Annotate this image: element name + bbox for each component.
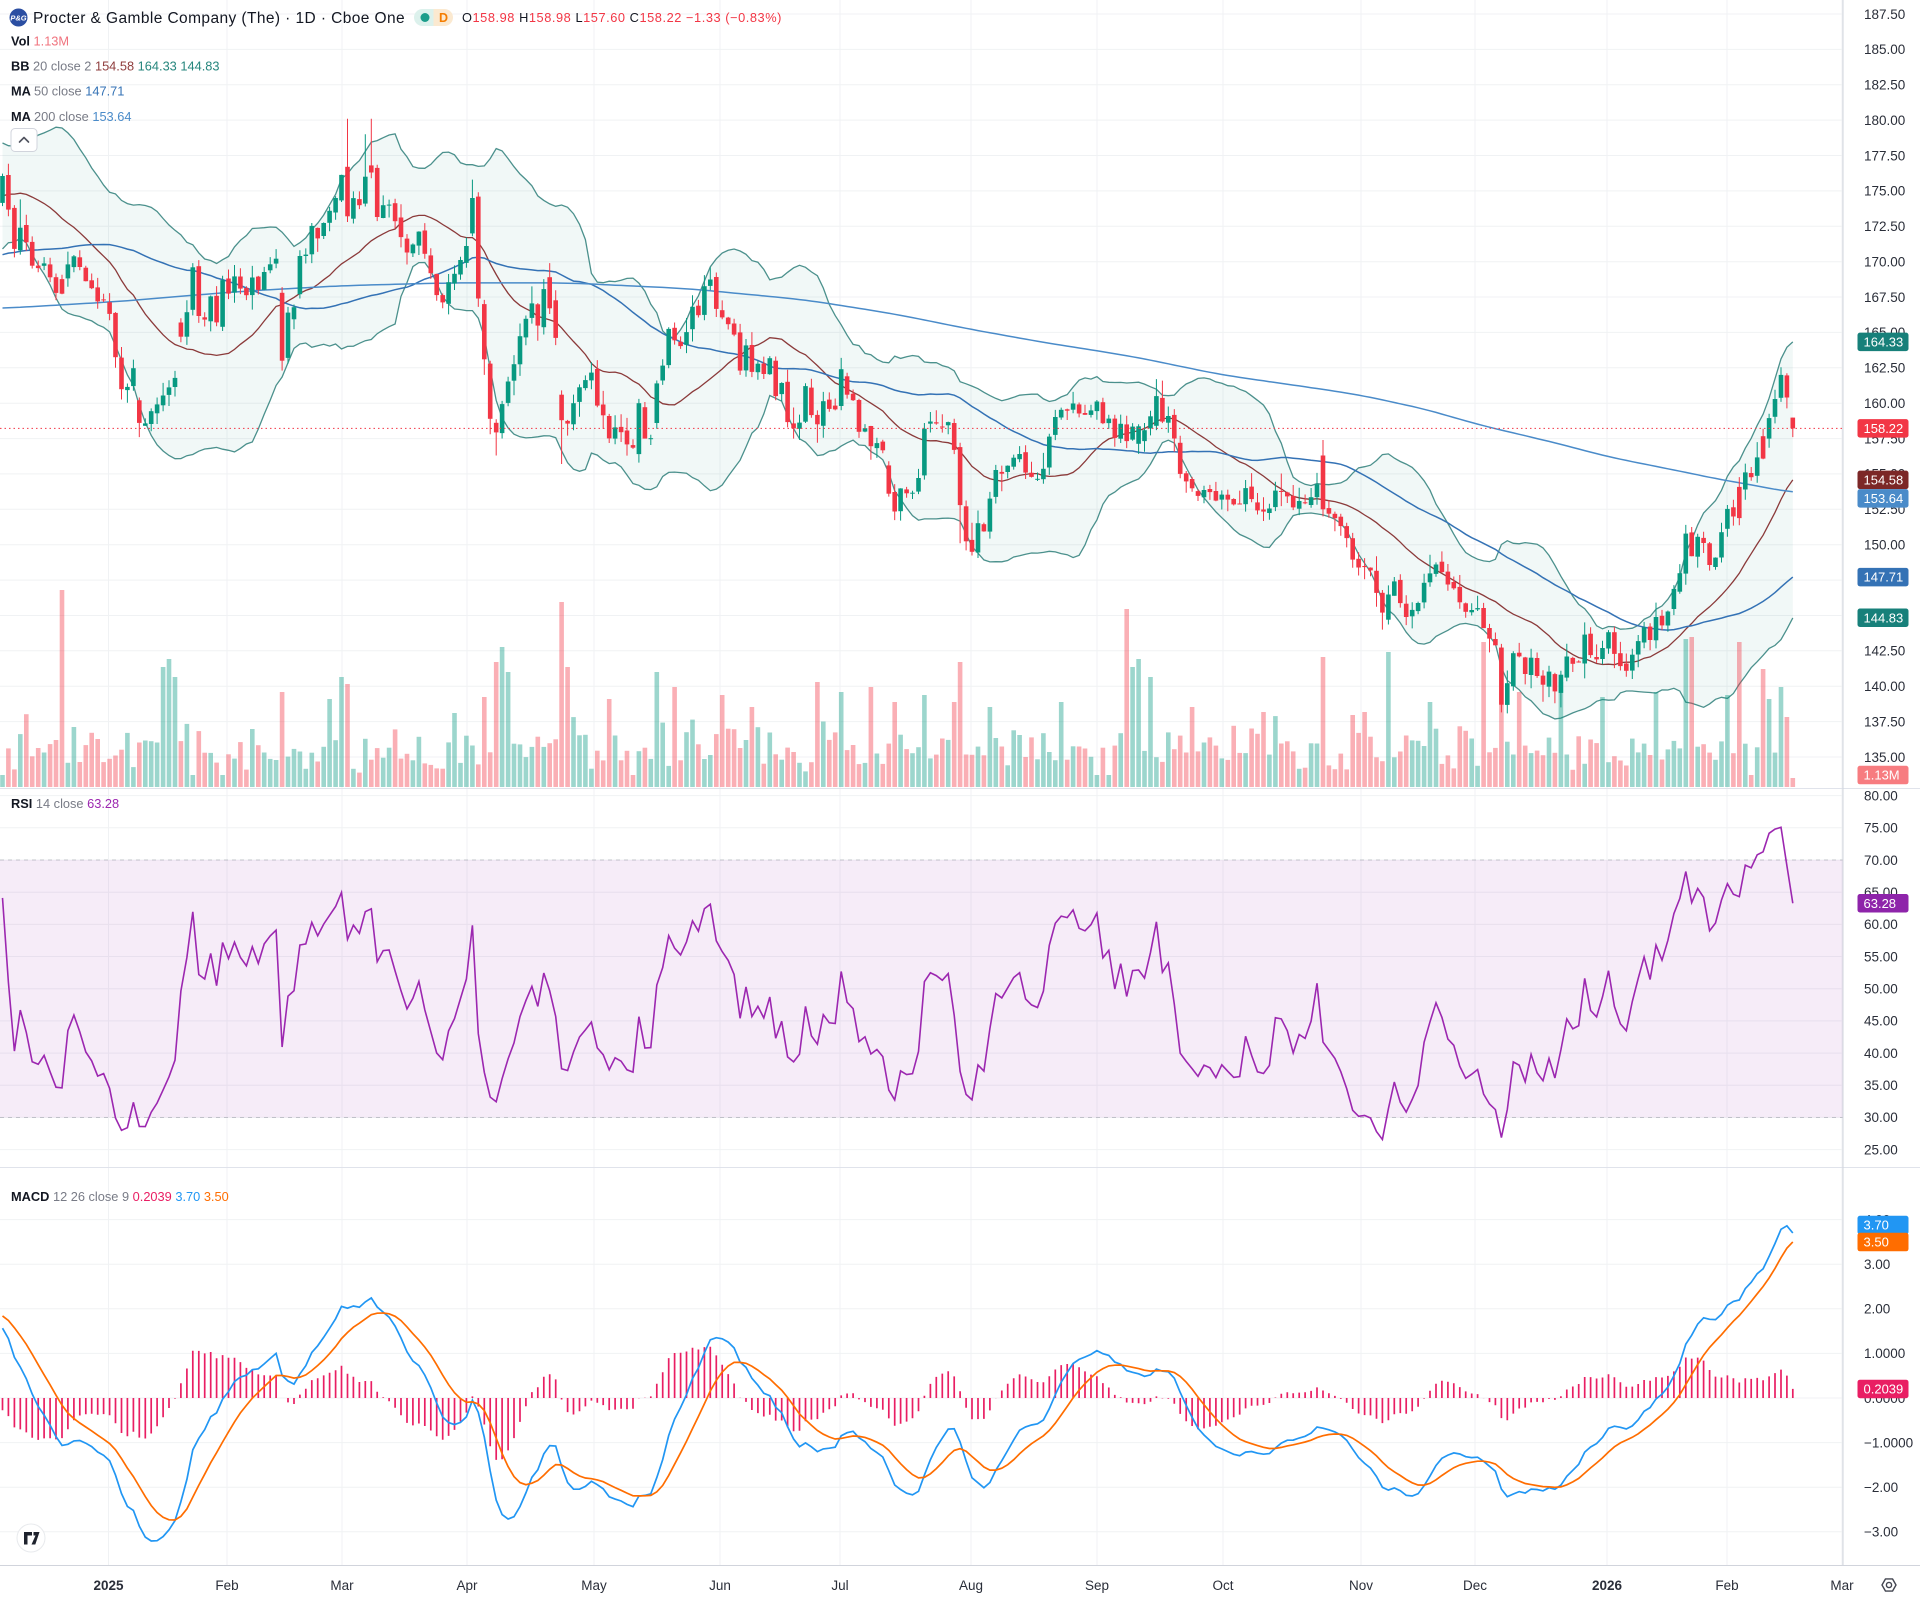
svg-text:Feb: Feb bbox=[215, 1578, 238, 1593]
svg-text:158.22: 158.22 bbox=[1864, 421, 1904, 436]
svg-text:177.50: 177.50 bbox=[1864, 148, 1905, 163]
svg-text:MACD 12 26 close 9 0.2039 3.7: MACD 12 26 close 9 0.2039 3.70 3.50 bbox=[11, 1189, 229, 1204]
svg-text:185.00: 185.00 bbox=[1864, 42, 1905, 57]
svg-text:MA 200 close 153.64: MA 200 close 153.64 bbox=[11, 109, 131, 124]
svg-text:35.00: 35.00 bbox=[1864, 1078, 1898, 1093]
svg-text:150.00: 150.00 bbox=[1864, 538, 1905, 553]
svg-text:75.00: 75.00 bbox=[1864, 821, 1898, 836]
svg-text:63.28: 63.28 bbox=[1864, 896, 1897, 911]
svg-text:Apr: Apr bbox=[456, 1578, 478, 1593]
svg-text:153.64: 153.64 bbox=[1864, 491, 1904, 506]
svg-text:Nov: Nov bbox=[1349, 1578, 1373, 1593]
svg-text:180.00: 180.00 bbox=[1864, 113, 1905, 128]
svg-text:2025: 2025 bbox=[93, 1578, 124, 1593]
svg-text:Mar: Mar bbox=[1830, 1578, 1854, 1593]
svg-text:P&G: P&G bbox=[10, 14, 26, 23]
svg-text:170.00: 170.00 bbox=[1864, 255, 1905, 270]
svg-text:80.00: 80.00 bbox=[1864, 788, 1898, 803]
svg-text:BB 20 close 2 154.58 164.33 1: BB 20 close 2 154.58 164.33 144.83 bbox=[11, 59, 220, 74]
svg-text:−1.0000: −1.0000 bbox=[1864, 1435, 1913, 1450]
svg-text:Jul: Jul bbox=[831, 1578, 848, 1593]
svg-text:160.00: 160.00 bbox=[1864, 396, 1905, 411]
svg-text:Sep: Sep bbox=[1085, 1578, 1109, 1593]
svg-text:Feb: Feb bbox=[1715, 1578, 1738, 1593]
svg-text:187.50: 187.50 bbox=[1864, 7, 1905, 22]
svg-text:60.00: 60.00 bbox=[1864, 917, 1898, 932]
svg-text:164.33: 164.33 bbox=[1864, 335, 1904, 350]
svg-text:Dec: Dec bbox=[1463, 1578, 1487, 1593]
svg-text:50.00: 50.00 bbox=[1864, 982, 1898, 997]
svg-text:May: May bbox=[581, 1578, 607, 1593]
svg-text:2026: 2026 bbox=[1592, 1578, 1623, 1593]
svg-text:MA 50 close 147.71: MA 50 close 147.71 bbox=[11, 84, 124, 99]
svg-text:Jun: Jun bbox=[709, 1578, 731, 1593]
svg-text:55.00: 55.00 bbox=[1864, 949, 1898, 964]
svg-text:147.71: 147.71 bbox=[1864, 570, 1904, 585]
svg-text:D: D bbox=[439, 11, 448, 25]
svg-text:0.2039: 0.2039 bbox=[1864, 1382, 1904, 1397]
svg-text:Vol 1.13M: Vol 1.13M bbox=[11, 34, 69, 49]
svg-text:Oct: Oct bbox=[1212, 1578, 1233, 1593]
svg-text:154.58: 154.58 bbox=[1864, 473, 1904, 488]
svg-text:70.00: 70.00 bbox=[1864, 853, 1898, 868]
svg-text:−2.00: −2.00 bbox=[1864, 1480, 1898, 1495]
svg-text:144.83: 144.83 bbox=[1864, 610, 1904, 625]
svg-text:137.50: 137.50 bbox=[1864, 714, 1905, 729]
svg-text:45.00: 45.00 bbox=[1864, 1014, 1898, 1029]
svg-text:140.00: 140.00 bbox=[1864, 679, 1905, 694]
svg-text:135.00: 135.00 bbox=[1864, 750, 1905, 765]
svg-text:25.00: 25.00 bbox=[1864, 1142, 1898, 1157]
svg-text:142.50: 142.50 bbox=[1864, 644, 1905, 659]
svg-text:167.50: 167.50 bbox=[1864, 290, 1905, 305]
svg-text:Mar: Mar bbox=[330, 1578, 354, 1593]
svg-text:1.13M: 1.13M bbox=[1864, 768, 1900, 783]
svg-text:Procter & Gamble Company (The): Procter & Gamble Company (The) · 1D · Cb… bbox=[33, 10, 405, 27]
svg-text:40.00: 40.00 bbox=[1864, 1046, 1898, 1061]
svg-text:182.50: 182.50 bbox=[1864, 78, 1905, 93]
svg-text:162.50: 162.50 bbox=[1864, 361, 1905, 376]
svg-text:3.50: 3.50 bbox=[1864, 1235, 1889, 1250]
svg-text:O158.98 H158.98 L157.60 C158.2: O158.98 H158.98 L157.60 C158.22 −1.33 (−… bbox=[462, 10, 782, 25]
svg-text:2.00: 2.00 bbox=[1864, 1302, 1890, 1317]
svg-text:3.70: 3.70 bbox=[1864, 1218, 1889, 1233]
svg-text:30.00: 30.00 bbox=[1864, 1110, 1898, 1125]
svg-text:Aug: Aug bbox=[959, 1578, 983, 1593]
svg-text:1.0000: 1.0000 bbox=[1864, 1346, 1905, 1361]
svg-text:175.00: 175.00 bbox=[1864, 184, 1905, 199]
svg-text:3.00: 3.00 bbox=[1864, 1257, 1890, 1272]
svg-text:172.50: 172.50 bbox=[1864, 219, 1905, 234]
svg-text:−3.00: −3.00 bbox=[1864, 1525, 1898, 1540]
svg-text:RSI 14 close 63.28: RSI 14 close 63.28 bbox=[11, 796, 119, 811]
